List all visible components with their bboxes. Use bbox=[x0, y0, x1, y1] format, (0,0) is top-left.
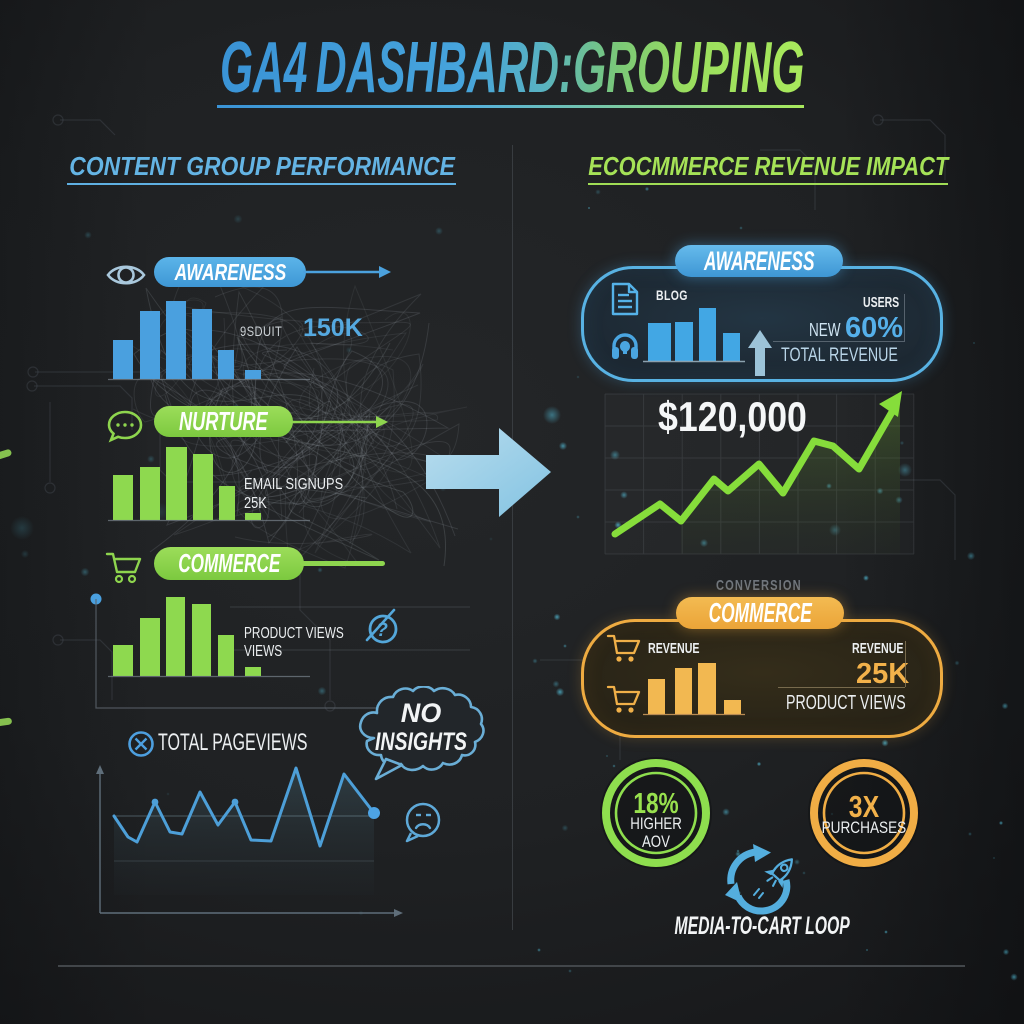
svg-text:INSIGHTS: INSIGHTS bbox=[375, 728, 467, 756]
svg-text:NO: NO bbox=[401, 698, 442, 728]
svg-text:?: ? bbox=[376, 620, 388, 641]
